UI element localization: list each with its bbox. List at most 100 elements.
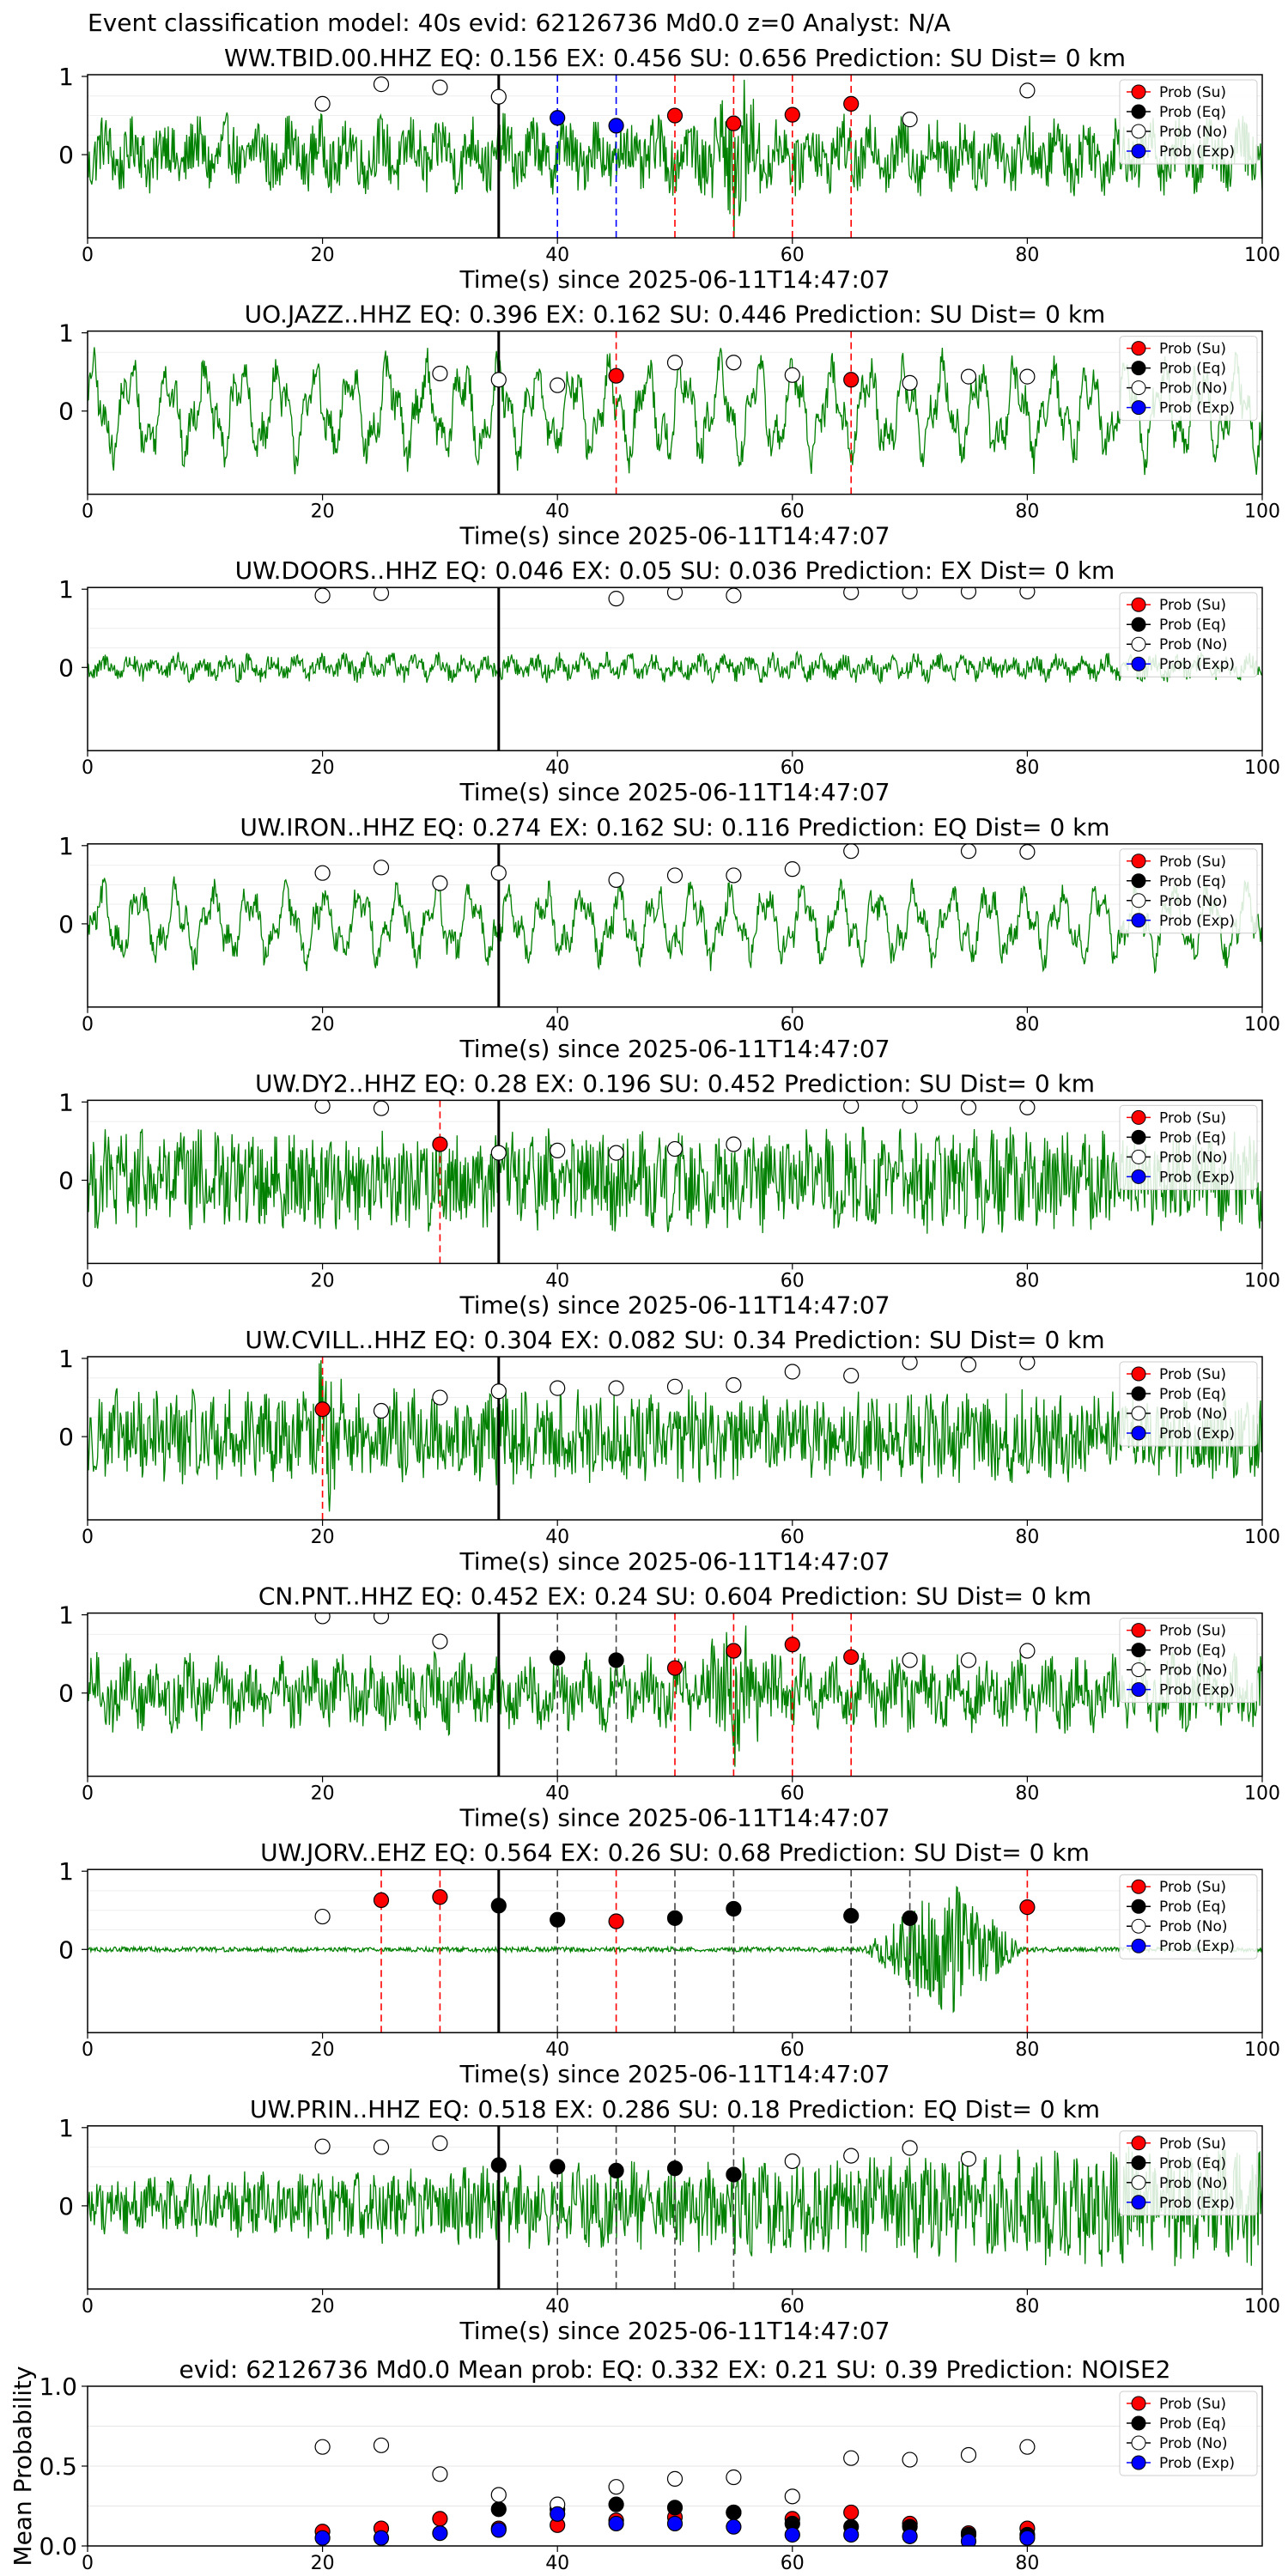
legend-marker-su [1131, 84, 1146, 100]
x-tick-label: 0 [82, 2039, 94, 2061]
y-tick-label: 0 [58, 1423, 74, 1451]
prob-marker-no [490, 1383, 507, 1400]
x-tick-label: 20 [311, 2296, 335, 2318]
prob-marker-no [726, 1136, 742, 1152]
panel-title: UW.DY2..HHZ EQ: 0.28 EX: 0.196 SU: 0.452… [255, 1069, 1095, 1097]
y-tick-label: 1 [58, 2114, 74, 2142]
legend-marker-eq [1131, 617, 1146, 632]
prob-marker-no [960, 1100, 977, 1115]
legend-marker-exp [1131, 143, 1146, 159]
legend-marker-eq [1131, 1643, 1146, 1658]
x-tick-label: 60 [781, 1783, 805, 1805]
legend-box [1119, 1618, 1258, 1704]
panel-title: WW.TBID.00.HHZ EQ: 0.156 EX: 0.456 SU: 0… [224, 44, 1126, 72]
panel-title: UW.JORV..EHZ EQ: 0.564 EX: 0.26 SU: 0.68… [260, 1838, 1090, 1867]
plot-area [88, 331, 1262, 495]
prob-marker-su [373, 1892, 390, 1909]
x-tick-label: 40 [545, 2296, 569, 2318]
legend-label-eq: Prob (Eq) [1159, 1129, 1226, 1146]
legend-label-no: Prob (No) [1159, 1918, 1228, 1935]
prob-marker-no [960, 368, 977, 385]
prob-marker-exp [608, 2515, 624, 2532]
legend-marker-no [1131, 1918, 1146, 1934]
prob-marker-no [902, 1652, 918, 1668]
prob-marker-eq [608, 1652, 624, 1668]
x-tick-label: 20 [311, 757, 335, 779]
prob-marker-no [1019, 587, 1036, 600]
panel-title: evid: 62126736 Md0.0 Mean prob: EQ: 0.33… [179, 2355, 1171, 2384]
prob-marker-exp [843, 2526, 860, 2543]
prob-marker-no [314, 1613, 331, 1625]
prob-marker-exp [1019, 2530, 1036, 2546]
y-tick-label: 0 [58, 398, 74, 426]
x-tick-label: 100 [1244, 1783, 1280, 1805]
legend-marker-su [1131, 597, 1146, 612]
legend: Prob (Su) Prob (Eq) Prob (No) Prob (Exp) [1119, 79, 1258, 165]
x-axis-label: Time(s) since 2025-06-11T14:47:07 [459, 1291, 890, 1319]
legend-marker-eq [1131, 1129, 1146, 1145]
legend-box [1119, 79, 1258, 165]
prob-marker-no [373, 1613, 390, 1625]
x-axis-label: Time(s) since 2025-06-11T14:47:07 [459, 522, 890, 550]
y-tick-label: 0 [58, 653, 74, 682]
plot-area [88, 587, 1262, 751]
prob-marker-no [432, 79, 448, 95]
legend-label-exp: Prob (Exp) [1159, 143, 1235, 161]
plot-area [88, 75, 1262, 238]
prob-marker-no [843, 1100, 860, 1115]
prob-marker-exp [314, 2530, 331, 2546]
prob-marker-no [432, 2466, 448, 2482]
prob-marker-no [373, 587, 390, 601]
axes-frame [87, 74, 1263, 239]
y-tick-label: 0.0 [39, 2532, 77, 2561]
prob-marker-no [314, 1908, 331, 1925]
prob-marker-exp [373, 2530, 390, 2546]
x-tick-label: 80 [1015, 1270, 1039, 1291]
y-tick-label: 0 [58, 141, 74, 169]
prob-marker-no [314, 1100, 331, 1115]
x-tick-label: 0 [82, 1783, 94, 1805]
x-tick-label: 60 [781, 245, 805, 266]
prob-marker-no [314, 865, 331, 881]
panel-5: UW.DY2..HHZ EQ: 0.28 EX: 0.196 SU: 0.452… [58, 1069, 1280, 1319]
panel-title: UW.CVILL..HHZ EQ: 0.304 EX: 0.082 SU: 0.… [245, 1326, 1104, 1354]
panel-title: UW.IRON..HHZ EQ: 0.274 EX: 0.162 SU: 0.1… [240, 813, 1109, 841]
x-tick-label: 20 [311, 1270, 335, 1291]
prob-marker-no [902, 374, 918, 392]
x-tick-label: 60 [781, 2296, 805, 2318]
waveform-trace [88, 79, 1262, 238]
legend-marker-su [1131, 2136, 1146, 2151]
prob-marker-no [843, 587, 860, 600]
x-tick-label: 20 [311, 1527, 335, 1548]
legend-label-exp: Prob (Exp) [1159, 1682, 1235, 1699]
waveform-trace [88, 1360, 1262, 1512]
legend-label-exp: Prob (Exp) [1159, 1938, 1235, 1955]
x-tick-label: 80 [1015, 2039, 1039, 2061]
prob-marker-no [373, 860, 390, 876]
prob-marker-no [726, 2469, 742, 2486]
legend-label-exp: Prob (Exp) [1159, 2195, 1235, 2212]
legend-label-no: Prob (No) [1159, 893, 1228, 910]
x-tick-label: 60 [781, 757, 805, 779]
axes-frame [87, 1868, 1263, 2033]
axes-frame [87, 1099, 1263, 1265]
y-tick-label: 1 [58, 319, 74, 348]
prob-marker-no [726, 587, 742, 604]
legend-label-no: Prob (No) [1159, 2435, 1228, 2452]
waveform-trace [88, 1127, 1262, 1234]
legend-label-eq: Prob (Eq) [1159, 104, 1226, 121]
legend-box [1119, 2391, 1258, 2476]
x-tick-label: 100 [1244, 1014, 1280, 1036]
legend-marker-exp [1131, 656, 1146, 671]
legend-marker-exp [1131, 1425, 1146, 1441]
legend-marker-no [1131, 1406, 1146, 1421]
legend-label-exp: Prob (Exp) [1159, 1425, 1235, 1443]
prob-marker-no [960, 2151, 977, 2167]
legend-box [1119, 1874, 1258, 1959]
prob-marker-no [1019, 1100, 1036, 1115]
prob-marker-su [666, 1660, 683, 1676]
legend-marker-no [1131, 1149, 1146, 1164]
x-tick-label: 60 [781, 1014, 805, 1036]
prob-marker-exp [902, 2528, 918, 2544]
